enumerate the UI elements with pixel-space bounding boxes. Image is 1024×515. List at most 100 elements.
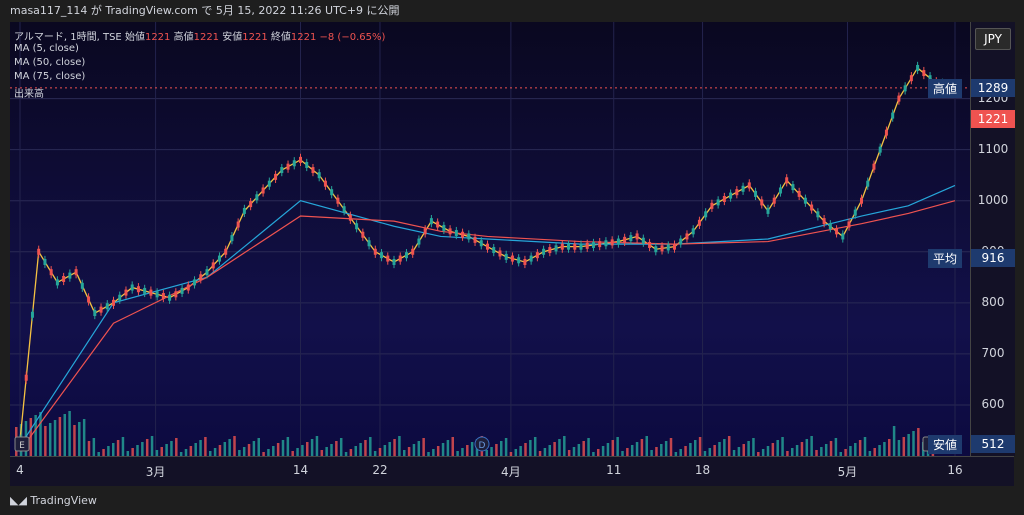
legend-close: 1221: [290, 32, 317, 43]
volume-bar: [446, 440, 450, 456]
candle-body: [286, 163, 290, 170]
volume-bar: [242, 447, 246, 456]
volume-bar: [436, 446, 440, 456]
candle-body: [398, 255, 402, 262]
volume-bar: [427, 452, 430, 456]
candle-body: [529, 255, 533, 262]
volume-bar: [276, 443, 280, 456]
candle-body: [691, 228, 695, 235]
volume-bar: [160, 447, 163, 456]
volume-bar: [213, 448, 217, 456]
volume-bar: [150, 436, 154, 456]
chart-plot-area[interactable]: EDE アルマード, 1時間, TSE 始値1221 高値1221 安値1221…: [10, 22, 970, 456]
candle-body: [242, 207, 246, 214]
candle-body: [367, 240, 371, 247]
volume-bar: [655, 447, 658, 456]
volume-bar: [766, 446, 770, 456]
volume-bar: [325, 447, 328, 456]
volume-bar: [703, 451, 707, 456]
candle-body: [217, 255, 221, 262]
volume-bar: [116, 440, 120, 456]
x-tick-label: 11: [606, 463, 622, 477]
candle-body: [186, 284, 190, 291]
candle-body: [591, 241, 595, 248]
candle-body: [828, 223, 832, 230]
candle-body: [554, 245, 558, 252]
candle-body: [373, 248, 377, 255]
volume-bar: [679, 449, 682, 456]
volume-bar: [694, 440, 697, 456]
candle-body: [735, 189, 739, 196]
candle-body: [423, 228, 427, 235]
volume-bar: [364, 440, 367, 456]
candle-body: [112, 299, 115, 306]
x-tick-label: 5月: [837, 465, 858, 479]
volume-bar: [92, 438, 96, 456]
volume-bar: [189, 446, 193, 456]
candle-body: [442, 224, 446, 231]
volume-bar: [126, 451, 130, 456]
candle-body: [355, 223, 359, 230]
volume-bar: [141, 442, 144, 456]
candle-body: [317, 172, 321, 179]
volume-bar: [470, 442, 474, 456]
volume-bar: [262, 452, 265, 456]
currency-button[interactable]: JPY: [975, 28, 1011, 50]
volume-bar: [519, 446, 522, 456]
candle-body: [255, 194, 259, 201]
volume-bar: [529, 440, 532, 456]
volume-bar: [771, 443, 775, 456]
volume-bar: [63, 414, 66, 456]
volume-bar: [747, 441, 750, 456]
legend-change: −8 (−0.65%): [319, 32, 386, 43]
candle-body: [99, 306, 103, 313]
volume-bar: [548, 445, 551, 456]
volume-bar: [223, 442, 227, 456]
volume-bar: [354, 446, 357, 456]
volume-bar: [233, 436, 236, 456]
candle-body: [180, 287, 184, 294]
volume-bar: [102, 449, 105, 456]
legend-volume[interactable]: 出来高: [14, 89, 44, 100]
volume-bar: [97, 452, 100, 456]
candle-body: [517, 257, 521, 264]
candle-body: [772, 197, 776, 204]
candle-body: [87, 296, 91, 303]
candle-body: [299, 156, 302, 163]
volume-bar: [34, 415, 37, 456]
legend-open-label: 始値: [124, 32, 145, 43]
time-axis[interactable]: 4 3月 14 22 4月 11 18 5月 16: [10, 456, 1014, 487]
candle-body: [193, 279, 197, 286]
candle-body: [348, 214, 352, 221]
volume-bar: [567, 450, 571, 456]
legend-high-label: 高値: [173, 32, 194, 43]
candle-body: [916, 64, 920, 71]
legend-ma50[interactable]: MA (50, close): [14, 57, 86, 68]
volume-bar: [660, 444, 663, 456]
candle-body: [785, 177, 789, 184]
volume-bar: [194, 443, 197, 456]
candle-body: [685, 233, 689, 240]
volume-bar: [170, 441, 173, 456]
x-tick-label: 4: [16, 463, 24, 477]
price-axis[interactable]: 600700800900100011001200 1289 1221 916 5…: [970, 22, 1015, 456]
volume-bar: [626, 448, 629, 456]
legend-ma75[interactable]: MA (75, close): [14, 71, 86, 82]
candle-body: [654, 246, 658, 253]
dividend-marker: D: [474, 436, 490, 452]
candle-body: [492, 247, 496, 254]
volume-bar: [388, 442, 391, 456]
candle-body: [305, 161, 309, 168]
volume-bar: [849, 446, 852, 456]
volume-bar: [844, 449, 847, 456]
volume-bar: [791, 448, 794, 456]
candle-body: [704, 211, 708, 218]
series-line-2: [19, 184, 956, 447]
volume-bar: [252, 441, 256, 456]
volume-bar: [742, 444, 745, 456]
low-label-tag: 安値: [928, 435, 963, 454]
candle-body: [155, 291, 159, 298]
legend-ma5[interactable]: MA (5, close): [14, 43, 79, 54]
volume-bar: [917, 428, 920, 456]
candle-body: [404, 252, 408, 259]
